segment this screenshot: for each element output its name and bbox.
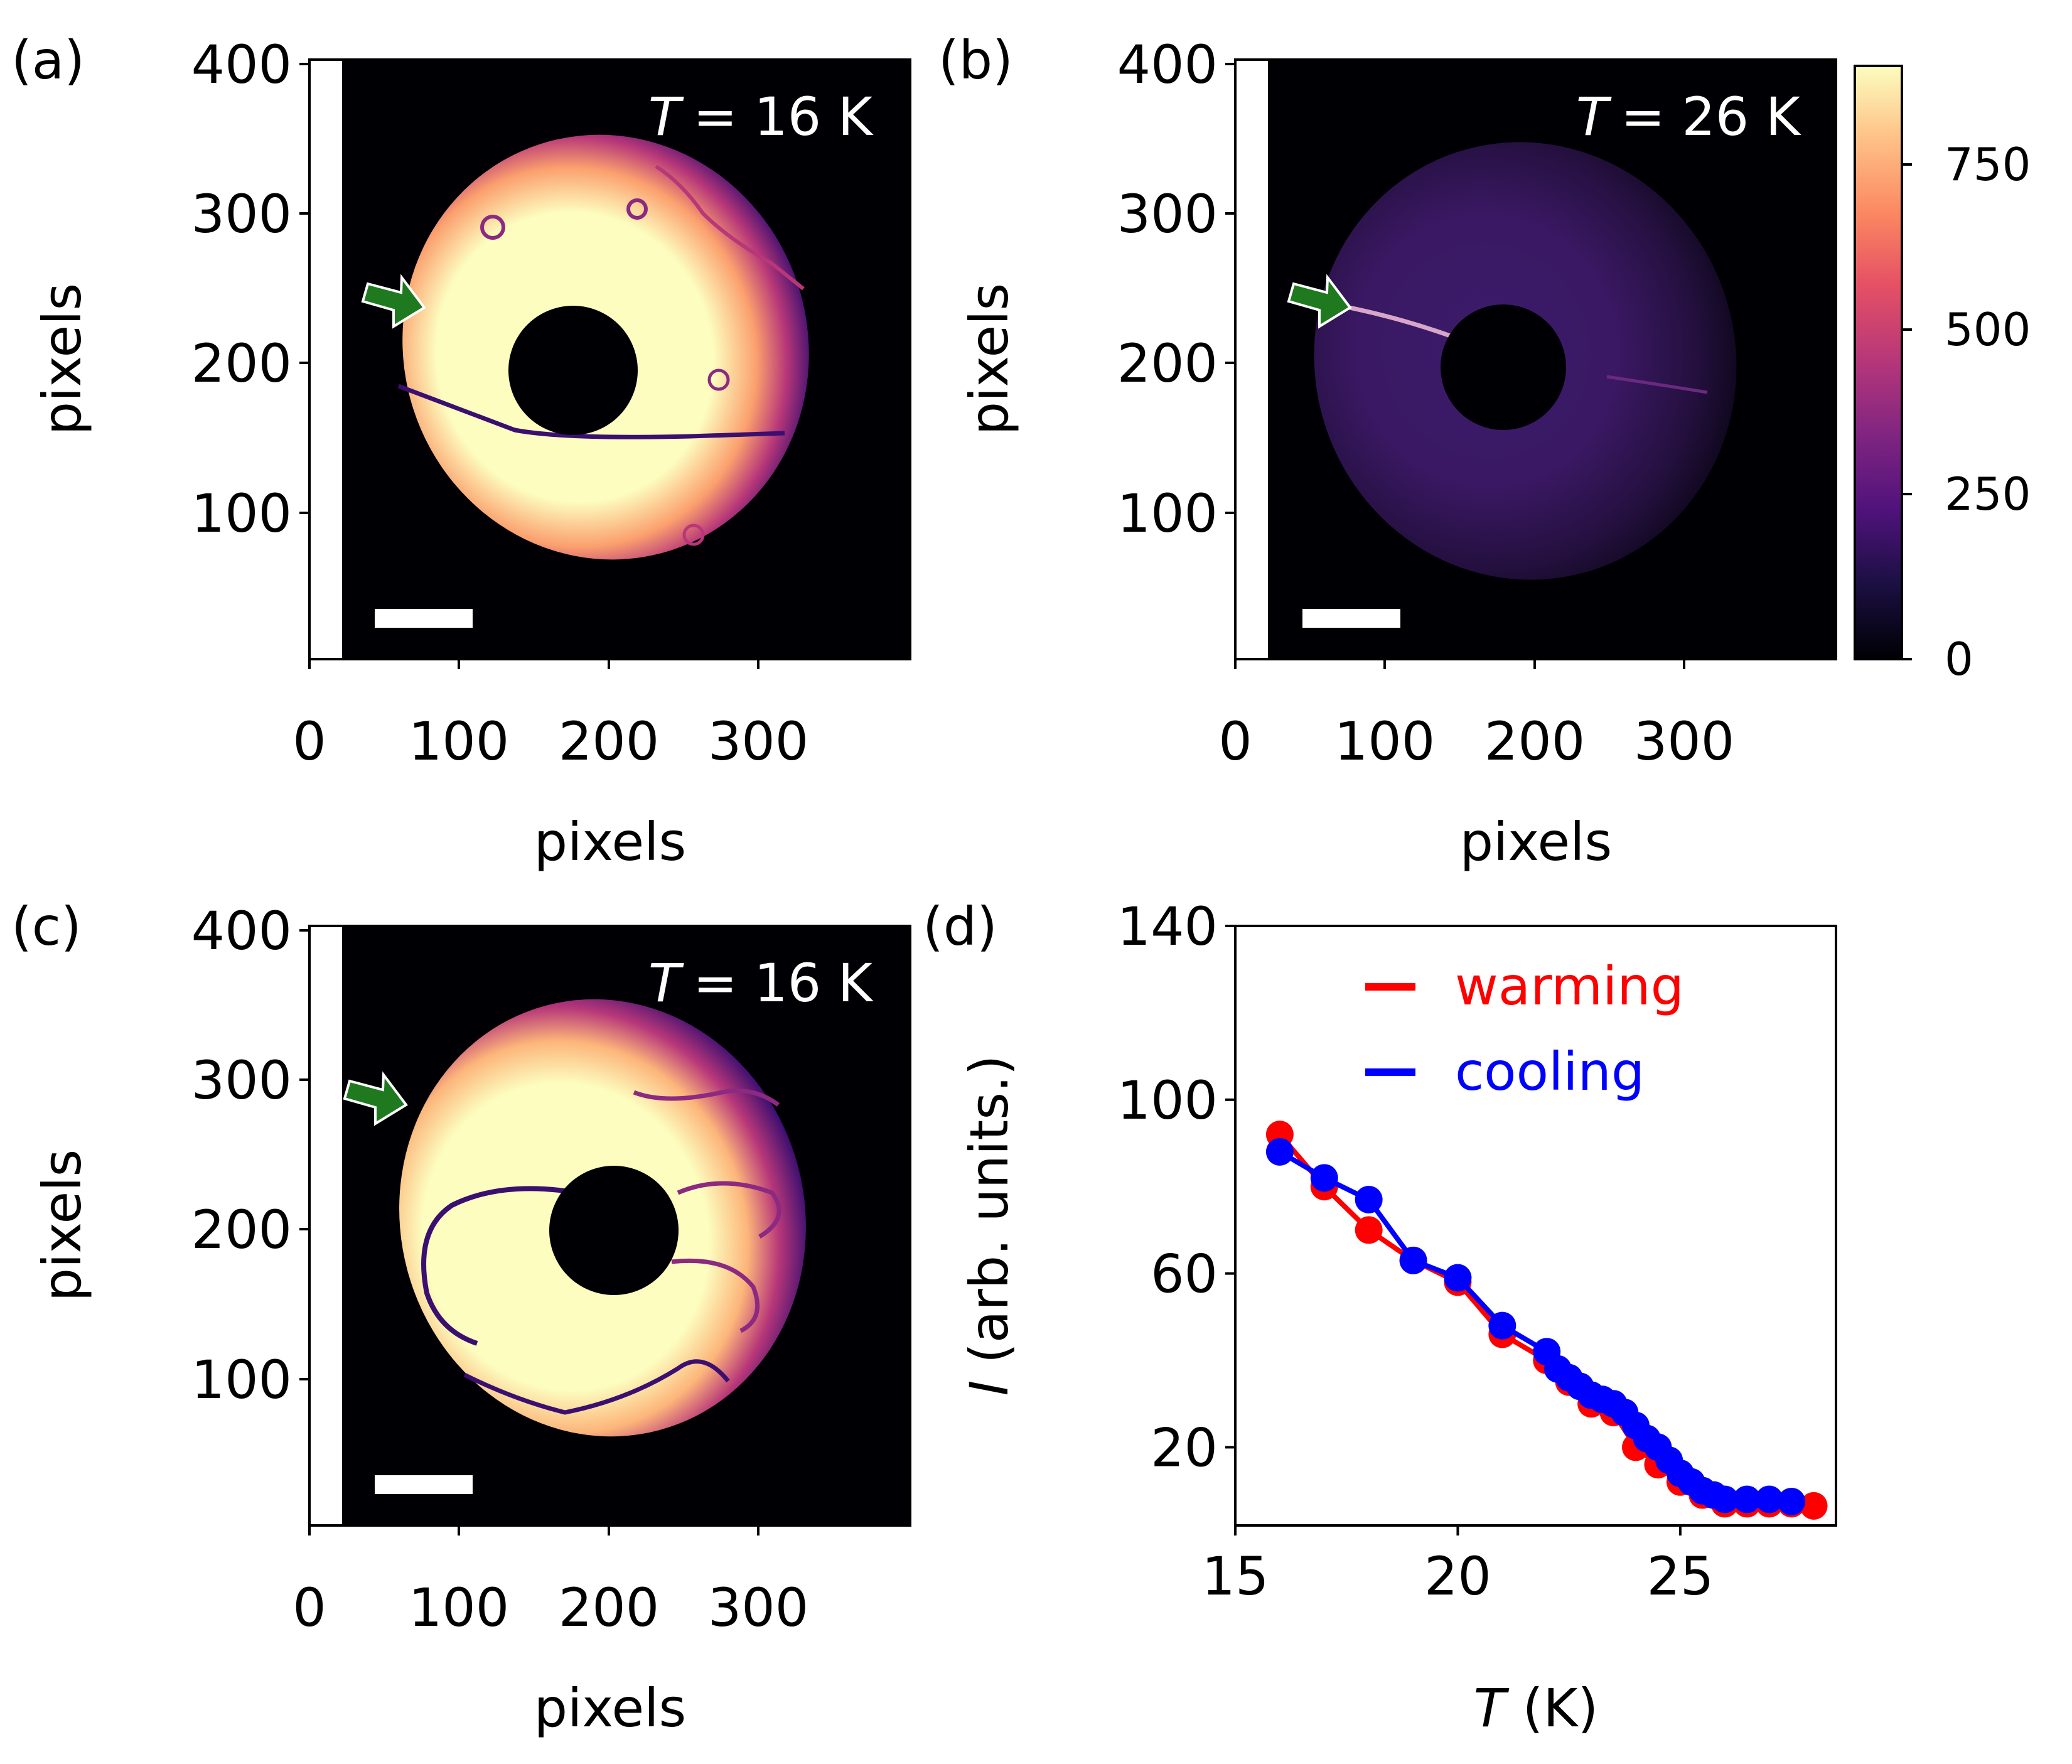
x-tick-label: 0 xyxy=(293,1577,326,1638)
y-ticks xyxy=(299,929,309,1380)
y-tick-label: 300 xyxy=(191,183,292,245)
data-point-warming xyxy=(1355,1216,1383,1244)
y-tick-label: 140 xyxy=(1117,896,1218,957)
heatmap-image xyxy=(309,60,910,659)
y-tick-label: 100 xyxy=(191,483,292,544)
x-tick-label: 0 xyxy=(1218,711,1252,772)
panel-d: (d) 15 20 25 20 60 100 140 T (K) I (arb. units… xyxy=(923,896,1837,1739)
y-axis-label: pixels xyxy=(31,1149,93,1302)
y-tick-label: 200 xyxy=(1117,333,1218,394)
x-tick-labels: 0 100 200 300 xyxy=(293,1577,808,1638)
y-tick-labels: 100 200 300 400 xyxy=(191,900,292,1411)
y-tick-label: 400 xyxy=(191,900,292,962)
x-axis-label: T (K) xyxy=(1474,1677,1599,1739)
colorbar-tick-label: 500 xyxy=(1945,303,2031,356)
heatmap-image xyxy=(1235,60,1836,659)
x-tick-label: 100 xyxy=(1334,711,1435,772)
colorbar-ticks xyxy=(1902,163,1912,660)
data-point-cooling xyxy=(1778,1487,1806,1515)
y-tick-label: 200 xyxy=(191,333,292,394)
colorbar-tick-label: 250 xyxy=(1945,468,2031,520)
y-tick-labels: 100 200 300 400 xyxy=(1117,34,1218,544)
x-tick-label: 200 xyxy=(559,711,659,772)
colorbar-tick-label: 0 xyxy=(1945,633,1973,686)
data-point-cooling xyxy=(1355,1185,1383,1213)
plot-area xyxy=(1265,1121,1828,1520)
x-axis-label: pixels xyxy=(534,811,687,873)
x-ticks xyxy=(308,1525,760,1535)
axis-ticks: 15 20 25 20 60 100 140 xyxy=(1117,896,1714,1607)
panel-letter: (a) xyxy=(11,30,85,91)
data-point-cooling xyxy=(1710,1485,1739,1514)
x-tick-label: 15 xyxy=(1202,1546,1269,1607)
data-point-cooling xyxy=(1399,1246,1427,1274)
legend-label-warming: warming xyxy=(1455,955,1684,1017)
y-ticks xyxy=(1225,63,1235,514)
data-point-cooling xyxy=(1265,1137,1294,1166)
y-axis-label: pixels xyxy=(31,283,93,436)
temperature-label: T = 26 K xyxy=(1576,86,1801,148)
x-ticks xyxy=(1234,659,1685,669)
colorbar-gradient xyxy=(1854,65,1903,660)
x-tick-labels: 0 100 200 300 xyxy=(1218,711,1734,772)
y-tick-label: 400 xyxy=(1117,34,1218,95)
data-point-cooling xyxy=(1755,1485,1783,1514)
x-tick-label: 300 xyxy=(1634,711,1734,772)
y-axis-label: pixels xyxy=(958,283,1020,436)
panel-letter: (d) xyxy=(923,896,997,957)
colorbar-tick-labels: 0 250 500 750 xyxy=(1945,138,2031,686)
x-ticks xyxy=(308,659,760,669)
y-tick-label: 200 xyxy=(191,1199,292,1261)
heatmap-image xyxy=(309,926,910,1525)
y-tick-label: 100 xyxy=(191,1349,292,1411)
panel-letter: (c) xyxy=(11,896,82,957)
y-tick-label: 100 xyxy=(1117,483,1218,544)
x-tick-label: 300 xyxy=(708,1577,808,1638)
data-point-cooling xyxy=(1733,1485,1761,1514)
y-tick-label: 400 xyxy=(191,34,292,95)
x-tick-label: 0 xyxy=(293,711,326,772)
y-tick-label: 20 xyxy=(1151,1417,1218,1478)
legend: warming cooling xyxy=(1365,955,1684,1102)
temperature-label: T = 16 K xyxy=(648,86,874,148)
data-point-cooling xyxy=(1444,1264,1472,1292)
colorbar-tick-label: 750 xyxy=(1945,138,2031,191)
data-point-cooling xyxy=(1310,1164,1338,1192)
y-tick-label: 100 xyxy=(1117,1070,1218,1131)
y-tick-label: 60 xyxy=(1151,1244,1218,1305)
x-axis-label: pixels xyxy=(1460,811,1613,873)
data-point-warming xyxy=(1800,1492,1828,1520)
panel-a: (a) T = 16 K 100 200 300 400 xyxy=(11,30,911,873)
y-axis-label: I (arb. units.) xyxy=(958,1055,1020,1396)
y-ticks xyxy=(299,63,309,514)
x-tick-label: 20 xyxy=(1424,1546,1491,1607)
x-tick-label: 25 xyxy=(1646,1546,1714,1607)
x-tick-label: 200 xyxy=(1484,711,1585,772)
y-tick-labels: 100 200 300 400 xyxy=(191,34,292,544)
panel-b: (b) T = 26 K 100 200 300 400 xyxy=(938,30,2031,873)
x-tick-labels: 0 100 200 300 xyxy=(293,711,808,772)
x-tick-label: 200 xyxy=(559,1577,659,1638)
x-axis-label: pixels xyxy=(534,1677,687,1739)
x-tick-label: 100 xyxy=(409,711,509,772)
temperature-label: T = 16 K xyxy=(648,952,874,1014)
y-tick-label: 300 xyxy=(191,1050,292,1111)
data-point-cooling xyxy=(1488,1311,1516,1340)
legend-label-cooling: cooling xyxy=(1455,1041,1645,1102)
panel-c: (c) T = 16 K 100 200 300 400 xyxy=(11,896,911,1739)
x-tick-label: 100 xyxy=(409,1577,509,1638)
y-tick-label: 300 xyxy=(1117,183,1218,245)
axes-frame xyxy=(1234,925,1837,1527)
x-tick-label: 300 xyxy=(708,711,808,772)
colorbar: 0 250 500 750 xyxy=(1854,65,2031,686)
panel-letter: (b) xyxy=(938,30,1013,91)
